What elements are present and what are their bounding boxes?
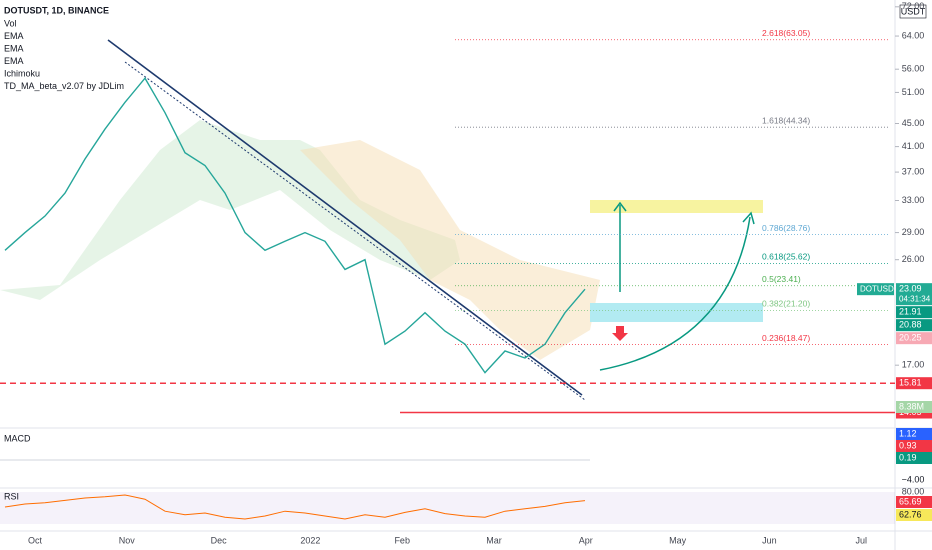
time-label: Mar xyxy=(486,535,502,545)
rsi-badge xyxy=(896,509,932,521)
indicator-label: EMA xyxy=(4,56,24,66)
rsi-badge xyxy=(896,496,932,508)
time-label: Nov xyxy=(119,535,136,545)
cloud xyxy=(0,120,460,300)
fib-label: 0.382(21.20) xyxy=(762,299,810,309)
volume-badge xyxy=(896,401,932,413)
price-tick-label: 33.00 xyxy=(902,195,925,205)
macd-badge-label: 1.12 xyxy=(899,428,917,438)
price-tick-label: 29.00 xyxy=(902,227,925,237)
price-tick-label: 56.00 xyxy=(902,64,925,74)
symbol: DOTUSDT, 1D, BINANCE xyxy=(4,5,109,15)
price-tick-label: 72.00 xyxy=(902,1,925,11)
indicator-label: Ichimoku xyxy=(4,68,40,78)
price-tick-label: 37.00 xyxy=(902,166,925,176)
price-badge xyxy=(896,319,932,332)
trend-line xyxy=(124,61,586,401)
volume-badge-label: 8.38M xyxy=(899,401,924,411)
rsi-title: RSI xyxy=(4,491,19,501)
price-line xyxy=(4,77,586,374)
arrow-head xyxy=(613,201,627,212)
price-tick-label: 41.00 xyxy=(902,141,925,151)
price-tick-label: 45.00 xyxy=(902,118,925,128)
indicator-label: EMA xyxy=(4,31,24,41)
unit: USDT xyxy=(901,6,926,16)
time-label: Feb xyxy=(394,535,410,545)
curve-arrow xyxy=(599,216,751,371)
time-label: 2022 xyxy=(300,535,320,545)
rsi-band xyxy=(0,492,895,524)
price-tick-label: 64.00 xyxy=(902,30,925,40)
rsi-tick-label: 80.00 xyxy=(902,486,925,496)
fib-label: 0.618(25.62) xyxy=(762,252,810,262)
macd-badge xyxy=(896,428,932,440)
price-badge-label: 20.88 xyxy=(899,320,922,330)
price-tick-label: 51.00 xyxy=(902,87,925,97)
countdown: 04:31:34 xyxy=(899,294,931,303)
price-tick-label: 26.00 xyxy=(902,254,925,264)
rsi-badge-label: 62.76 xyxy=(899,509,922,519)
unit-box xyxy=(899,4,927,19)
price-badge-label: 23.09 xyxy=(899,284,922,294)
macd-badge-label: 0.19 xyxy=(899,452,917,462)
cloud xyxy=(300,140,600,360)
rsi-badge-label: 65.69 xyxy=(899,496,922,506)
time-label: Jun xyxy=(762,535,777,545)
fib-label: 0.236(18.47) xyxy=(762,333,810,343)
symbol-tag xyxy=(857,283,894,296)
price-badge xyxy=(896,377,932,390)
price-tick-label: 17.00 xyxy=(902,360,925,370)
indicator-label: EMA xyxy=(4,43,24,53)
macd-tick: −4.00 xyxy=(902,474,925,484)
support-zone xyxy=(590,303,763,322)
macd-badge xyxy=(896,452,932,464)
symbol-tag-label: DOTUSDT xyxy=(860,284,899,293)
price-badge-label: 21.91 xyxy=(899,307,922,317)
fib-label: 0.5(23.41) xyxy=(762,274,801,284)
fib-label: 2.618(63.05) xyxy=(762,28,810,38)
down-arrow xyxy=(612,326,628,341)
price-badge xyxy=(896,332,932,345)
time-label: Apr xyxy=(579,535,593,545)
time-label: Dec xyxy=(211,535,228,545)
time-label: Oct xyxy=(28,535,43,545)
macd-badge xyxy=(896,440,932,452)
rsi-line xyxy=(4,494,586,520)
macd-title: MACD xyxy=(4,433,31,443)
price-badge xyxy=(896,283,932,306)
fib-label: 1.618(44.34) xyxy=(762,115,810,125)
target-zone xyxy=(590,200,763,213)
fib-label: 0.786(28.76) xyxy=(762,223,810,233)
price-badge-label: 15.81 xyxy=(899,378,922,388)
indicator-label: Vol xyxy=(4,18,17,28)
price-badge-label: 20.25 xyxy=(899,333,922,343)
time-label: May xyxy=(669,535,687,545)
macd-badge-label: 0.93 xyxy=(899,440,917,450)
trend-line xyxy=(107,39,583,396)
indicator-label: TD_MA_beta_v2.07 by JDLim xyxy=(4,81,124,91)
arrow-head xyxy=(742,211,755,225)
price-badge xyxy=(896,306,932,319)
time-label: Jul xyxy=(855,535,867,545)
